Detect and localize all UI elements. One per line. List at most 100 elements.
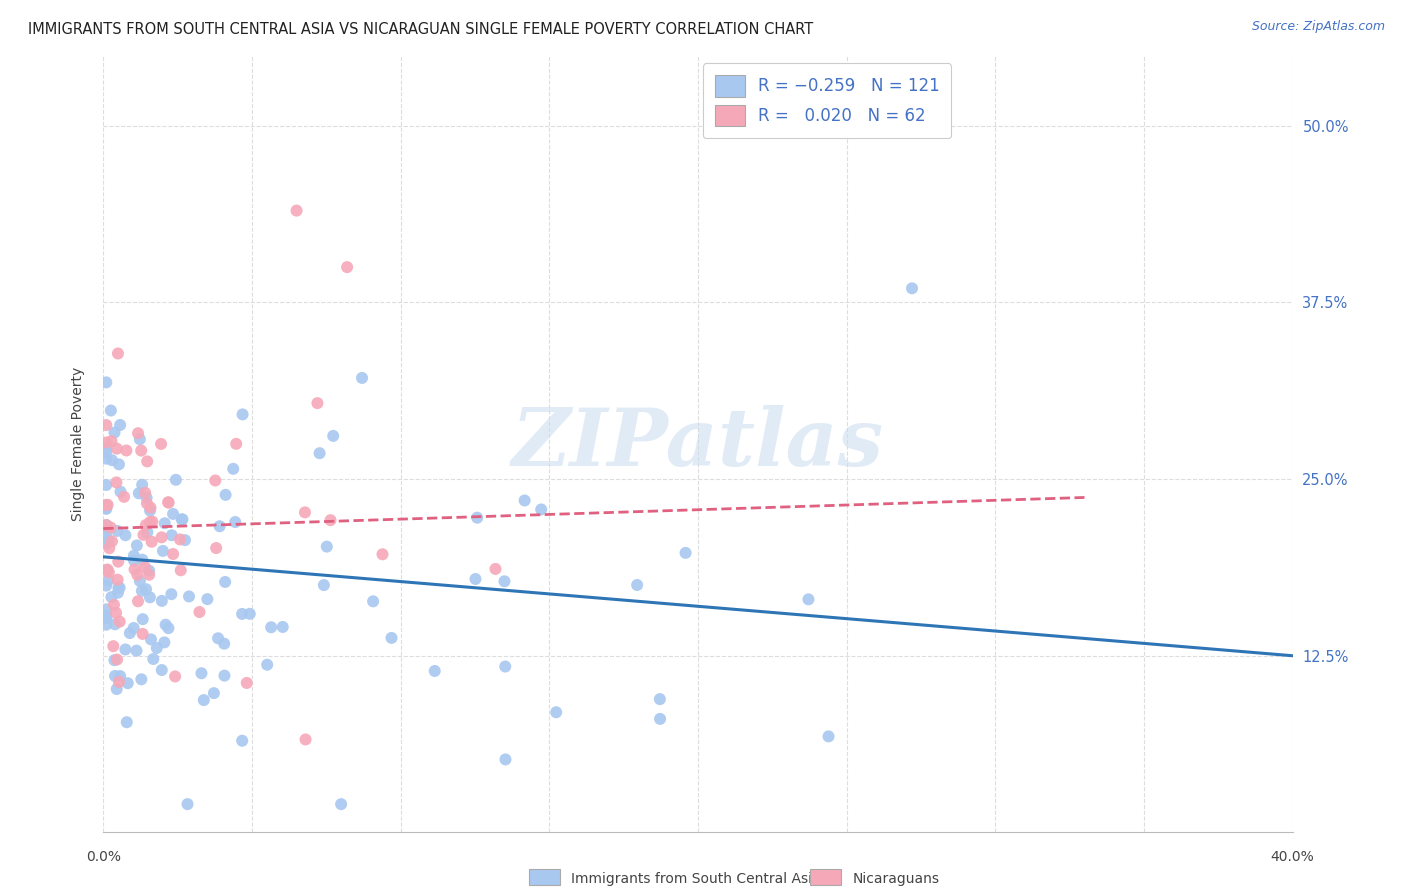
Point xyxy=(626,578,648,592)
Point xyxy=(176,797,198,811)
Point xyxy=(231,607,253,621)
Point xyxy=(96,617,118,632)
Point xyxy=(195,592,218,607)
Point xyxy=(330,797,353,811)
Point xyxy=(138,567,160,582)
Point xyxy=(231,733,253,747)
Point xyxy=(117,676,139,690)
Point xyxy=(214,668,236,682)
Point xyxy=(128,432,150,446)
Point xyxy=(122,549,145,563)
Point xyxy=(648,692,671,706)
Point xyxy=(336,260,359,274)
Point xyxy=(118,626,141,640)
Point xyxy=(152,544,174,558)
Point xyxy=(107,524,129,538)
Point xyxy=(153,635,176,649)
Point xyxy=(177,590,200,604)
Point xyxy=(104,617,127,632)
Point xyxy=(236,676,259,690)
Point xyxy=(103,639,125,653)
Point xyxy=(212,637,235,651)
Point xyxy=(96,451,118,466)
Point xyxy=(108,581,131,595)
Point xyxy=(96,498,118,512)
Point xyxy=(271,620,294,634)
Point xyxy=(150,663,173,677)
Point xyxy=(134,560,156,574)
Point xyxy=(129,443,152,458)
Point xyxy=(96,518,118,533)
Point xyxy=(101,534,124,549)
Point xyxy=(131,673,153,687)
Point xyxy=(131,627,153,641)
Point xyxy=(114,528,136,542)
Point xyxy=(174,533,197,548)
Point xyxy=(495,752,517,766)
Point xyxy=(132,528,155,542)
Point xyxy=(105,475,128,490)
Point xyxy=(96,376,118,390)
Point xyxy=(139,632,162,647)
Point xyxy=(108,458,131,472)
Point xyxy=(127,594,149,608)
Point xyxy=(153,516,176,531)
Point xyxy=(131,583,153,598)
Point xyxy=(135,518,157,533)
Point xyxy=(128,486,150,500)
Point xyxy=(464,572,486,586)
Point xyxy=(204,474,226,488)
Point xyxy=(139,503,162,517)
Point xyxy=(157,495,180,509)
Point xyxy=(484,562,506,576)
Point xyxy=(104,669,127,683)
Point xyxy=(103,598,125,612)
Point xyxy=(127,426,149,441)
Point xyxy=(103,425,125,440)
Point xyxy=(308,446,330,460)
Point xyxy=(97,533,120,547)
Point xyxy=(162,507,184,521)
Point xyxy=(96,502,118,516)
Point xyxy=(107,346,129,360)
Point xyxy=(96,536,118,550)
Point xyxy=(260,620,283,634)
Point xyxy=(125,538,148,552)
Point xyxy=(115,443,138,458)
Point xyxy=(312,578,335,592)
Point xyxy=(380,631,402,645)
Point xyxy=(105,606,128,620)
Point xyxy=(96,609,118,624)
Point xyxy=(108,615,131,629)
Point xyxy=(105,652,128,666)
Point xyxy=(150,530,173,544)
Text: Nicaraguans: Nicaraguans xyxy=(852,871,939,886)
Point xyxy=(96,521,118,535)
Point xyxy=(546,705,568,719)
Point xyxy=(214,488,236,502)
Point xyxy=(205,541,228,555)
Point xyxy=(222,462,245,476)
Point xyxy=(124,562,146,576)
Point xyxy=(107,585,129,599)
Point xyxy=(141,534,163,549)
Point xyxy=(100,434,122,449)
Point xyxy=(675,546,697,560)
Point xyxy=(122,553,145,567)
Point xyxy=(157,496,180,510)
Point xyxy=(125,643,148,657)
Point xyxy=(530,502,553,516)
Point xyxy=(138,564,160,578)
Point xyxy=(139,515,162,529)
Point xyxy=(155,617,177,632)
Point xyxy=(105,681,128,696)
Point xyxy=(96,562,118,576)
Point xyxy=(157,621,180,635)
Point xyxy=(901,281,924,295)
Point xyxy=(136,525,159,540)
Point xyxy=(107,555,129,569)
Point xyxy=(110,484,132,499)
Point xyxy=(136,454,159,468)
Point xyxy=(494,659,516,673)
Point xyxy=(193,693,215,707)
